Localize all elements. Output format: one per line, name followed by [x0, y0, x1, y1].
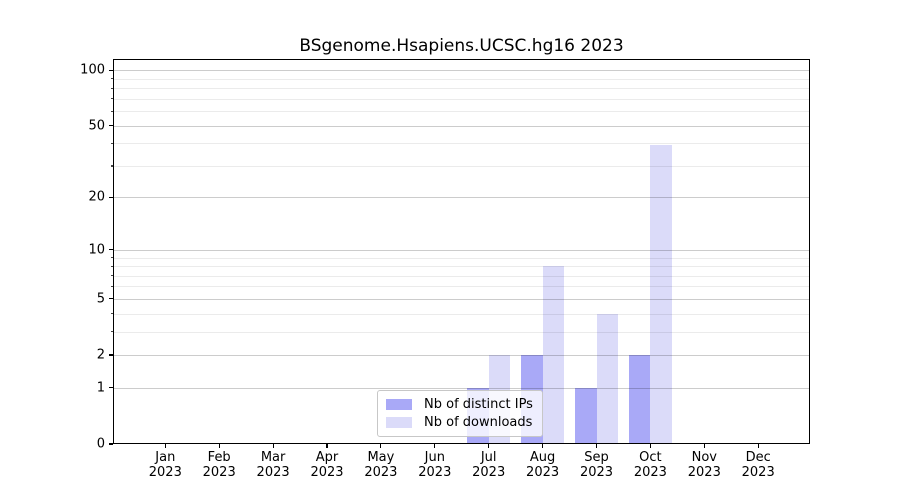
- x-tick-mark: [434, 444, 436, 448]
- y-tick-mark: [109, 69, 113, 71]
- x-tick-label: Jun 2023: [418, 450, 452, 480]
- bar-downloads-sep: [596, 313, 618, 444]
- y-gridline-major: [113, 70, 810, 72]
- y-tick-label: 0: [96, 436, 105, 452]
- y-tick-mark: [109, 298, 113, 300]
- y-tick-label: 50: [88, 118, 105, 134]
- x-tick-mark: [703, 444, 705, 448]
- y-gridline-minor: [113, 165, 810, 167]
- x-tick-mark: [218, 444, 220, 448]
- y-minor-tick-mark: [110, 87, 113, 89]
- x-tick-label: Aug 2023: [526, 450, 560, 480]
- legend-swatch-distinct-ips: [386, 399, 412, 410]
- x-tick-mark: [488, 444, 490, 448]
- y-minor-tick-mark: [110, 98, 113, 100]
- y-minor-tick-mark: [110, 165, 113, 167]
- y-tick-mark: [109, 443, 113, 445]
- y-gridline-minor: [113, 143, 810, 145]
- y-tick-label: 1: [96, 380, 105, 396]
- y-tick-label: 2: [96, 347, 105, 363]
- y-gridline-minor: [113, 266, 810, 268]
- y-tick-mark: [109, 249, 113, 251]
- y-gridline-minor: [113, 111, 810, 113]
- x-tick-mark: [164, 444, 166, 448]
- legend-label-distinct-ips: Nb of distinct IPs: [424, 397, 533, 412]
- y-minor-tick-mark: [110, 265, 113, 267]
- x-tick-mark: [649, 444, 651, 448]
- legend-label-downloads: Nb of downloads: [424, 415, 533, 430]
- x-tick-label: Mar 2023: [256, 450, 290, 480]
- x-tick-label: May 2023: [364, 450, 398, 480]
- y-gridline-major: [113, 197, 810, 199]
- y-tick-label: 5: [96, 291, 105, 307]
- plot-area-border: [113, 59, 810, 444]
- y-minor-tick-mark: [110, 313, 113, 315]
- y-minor-tick-mark: [110, 78, 113, 80]
- y-tick-mark: [109, 387, 113, 389]
- y-gridline-minor: [113, 88, 810, 90]
- legend-swatch-downloads: [386, 417, 412, 428]
- y-gridline-minor: [113, 275, 810, 277]
- chart-title: BSgenome.Hsapiens.UCSC.hg16 2023: [299, 36, 624, 56]
- y-tick-label: 100: [80, 62, 105, 78]
- y-gridline-minor: [113, 98, 810, 100]
- x-tick-label: Oct 2023: [633, 450, 667, 480]
- x-tick-label: Feb 2023: [202, 450, 236, 480]
- y-gridline-major: [113, 355, 810, 357]
- y-gridline-minor: [113, 78, 810, 80]
- bar-downloads-aug: [542, 266, 565, 444]
- legend-item-distinct-ips: Nb of distinct IPs: [386, 397, 534, 412]
- legend: Nb of distinct IPs Nb of downloads: [377, 390, 543, 437]
- x-tick-label: Jan 2023: [148, 450, 182, 480]
- x-tick-label: Jul 2023: [472, 450, 506, 480]
- bar-downloads-oct: [650, 145, 672, 444]
- x-tick-mark: [326, 444, 328, 448]
- y-gridline-minor: [113, 313, 810, 315]
- x-tick-label: Nov 2023: [687, 450, 721, 480]
- y-gridline-major: [113, 125, 810, 127]
- x-tick-label: Apr 2023: [310, 450, 344, 480]
- y-gridline-major: [113, 387, 810, 389]
- y-minor-tick-mark: [110, 285, 113, 288]
- bar-distinct-ips-sep: [575, 387, 597, 444]
- y-tick-mark: [109, 196, 113, 198]
- y-gridline-minor: [113, 286, 810, 288]
- y-minor-tick-mark: [110, 257, 113, 259]
- x-tick-label: Dec 2023: [741, 450, 775, 480]
- y-minor-tick-mark: [110, 331, 113, 333]
- y-tick-mark: [109, 124, 113, 127]
- y-gridline-major: [113, 298, 810, 300]
- y-tick-label: 10: [88, 242, 105, 258]
- x-tick-mark: [595, 444, 598, 448]
- bar-distinct-ips-oct: [628, 355, 651, 444]
- x-tick-mark: [542, 444, 544, 448]
- x-tick-mark: [380, 444, 382, 448]
- x-tick-label: Sep 2023: [579, 450, 614, 480]
- y-minor-tick-mark: [110, 275, 113, 277]
- y-gridline-major: [113, 249, 810, 251]
- y-minor-tick-mark: [110, 142, 113, 144]
- x-tick-mark: [272, 444, 274, 448]
- x-tick-mark: [757, 444, 759, 448]
- y-tick-label: 20: [88, 189, 105, 205]
- legend-item-downloads: Nb of downloads: [386, 415, 534, 430]
- y-gridline-minor: [113, 257, 810, 259]
- y-gridline-minor: [113, 331, 810, 333]
- y-tick-mark: [109, 354, 113, 356]
- y-minor-tick-mark: [110, 110, 113, 112]
